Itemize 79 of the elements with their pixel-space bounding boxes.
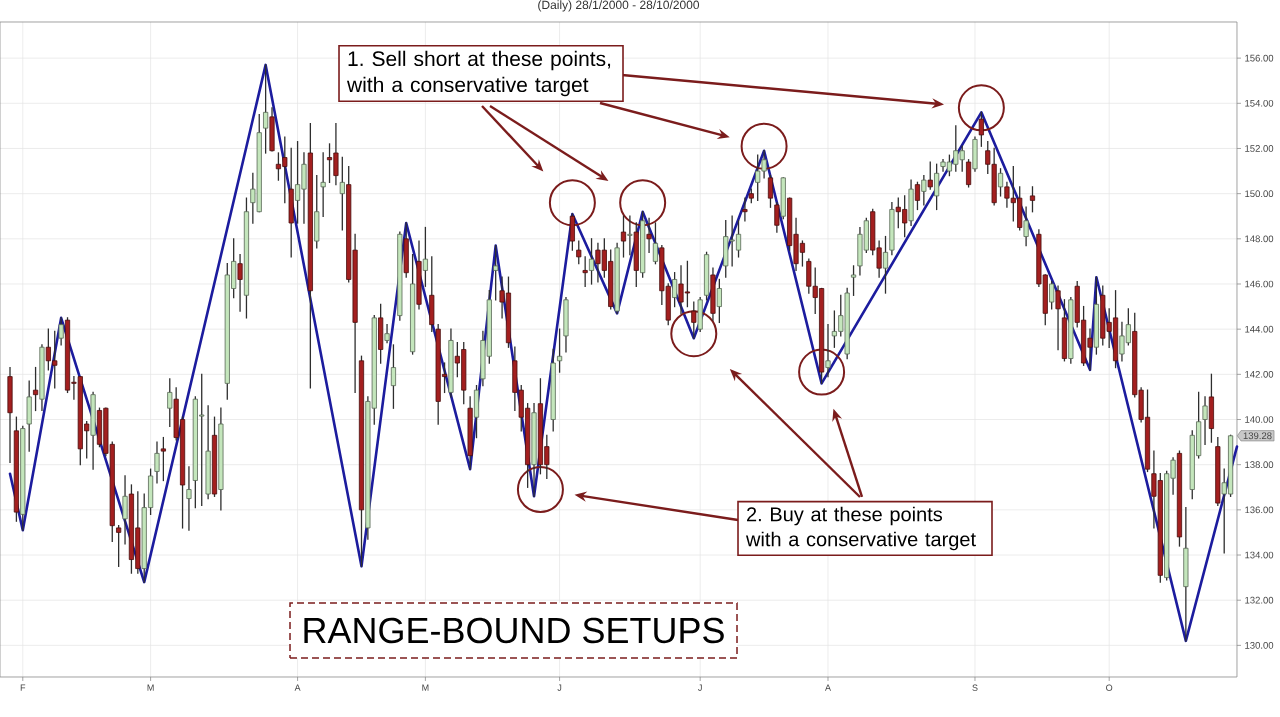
y-tick-label: 154.00	[1245, 99, 1274, 107]
y-tick-label: 132.00	[1245, 596, 1274, 604]
x-tick-label: F	[20, 684, 26, 691]
annotation: 1. Sell short at these points, with a conservative target	[346, 50, 611, 97]
candlestick	[122, 475, 128, 545]
candlestick	[1202, 396, 1208, 445]
candlestick	[1023, 206, 1029, 247]
text: 139.28	[1243, 432, 1272, 440]
candlestick	[160, 436, 166, 482]
candlestick	[672, 272, 678, 308]
candlestick	[186, 466, 192, 531]
point	[516, 466, 564, 514]
candlestick	[422, 226, 428, 287]
candlestick	[921, 174, 927, 206]
candlestick	[58, 317, 64, 346]
candlestick	[825, 323, 831, 378]
candlestick	[997, 168, 1004, 197]
candlestick	[576, 240, 582, 265]
y-tick-label: 148.00	[1245, 235, 1274, 243]
annotation: 2. Buy at these points with a conservative target	[745, 506, 976, 551]
candlestick	[691, 301, 697, 339]
candlestick	[914, 181, 921, 211]
candlestick	[237, 253, 243, 312]
candlestick	[588, 238, 595, 285]
candlestick	[1055, 285, 1061, 351]
candlestick	[850, 265, 857, 296]
y-tick-label: 140.00	[1245, 416, 1274, 423]
chart-title: (Daily) 28/1/2000 - 28/10/2000	[538, 0, 700, 12]
candlestick	[646, 217, 652, 254]
point	[798, 348, 846, 396]
y-tick-label: 156.00	[1245, 54, 1274, 62]
candlestick	[978, 111, 984, 147]
candlestick	[320, 152, 326, 217]
candlestick	[934, 163, 940, 211]
candlestick	[927, 161, 933, 190]
candlestick	[882, 235, 889, 294]
candlestick	[33, 366, 39, 412]
x-tick-label: O	[1106, 684, 1113, 691]
candlestick	[493, 244, 499, 301]
candlestick	[1029, 186, 1036, 213]
candlestick	[582, 256, 588, 287]
x-tick-label: M	[422, 684, 429, 691]
y-tick-label: 144.00	[1245, 325, 1274, 333]
point	[740, 122, 788, 170]
point	[957, 84, 1005, 132]
candlestick	[263, 64, 269, 154]
y-tick-label: 130.00	[1245, 642, 1274, 649]
y-tick-label: 152.00	[1245, 145, 1274, 152]
candlestick	[620, 215, 627, 258]
x-tick-label: A	[825, 684, 831, 691]
y-tick-label: 150.00	[1245, 190, 1274, 198]
candlestick	[767, 174, 774, 208]
candlestick	[384, 323, 390, 344]
candlestick	[339, 156, 345, 231]
point	[619, 179, 667, 227]
y-tick-label: 138.00	[1245, 461, 1274, 469]
candlestick	[652, 222, 659, 265]
candlestick	[557, 328, 563, 373]
x-tick-label: S	[972, 684, 978, 691]
candlestick	[774, 202, 780, 233]
y-tick-label: 134.00	[1245, 551, 1274, 559]
candlestick	[742, 197, 748, 222]
candlestick	[390, 344, 397, 409]
candlestick	[627, 215, 633, 256]
x-tick-label: J	[698, 684, 702, 691]
candlestick	[1049, 281, 1055, 310]
x-tick-label: J	[557, 684, 562, 691]
candlestick	[116, 525, 122, 567]
candlestick	[716, 278, 722, 324]
x-tick-label: M	[147, 684, 154, 691]
point	[548, 179, 596, 227]
y-tick-label: 136.00	[1245, 506, 1274, 514]
x-tick-label: A	[294, 684, 301, 691]
candlestick	[966, 159, 972, 188]
candlestick	[154, 441, 160, 484]
y-tick-label: 146.00	[1245, 280, 1274, 288]
y-tick-label: 142.00	[1245, 370, 1274, 378]
candlestick	[167, 378, 173, 427]
annotation: RANGE-BOUND SETUPS	[304, 617, 724, 644]
